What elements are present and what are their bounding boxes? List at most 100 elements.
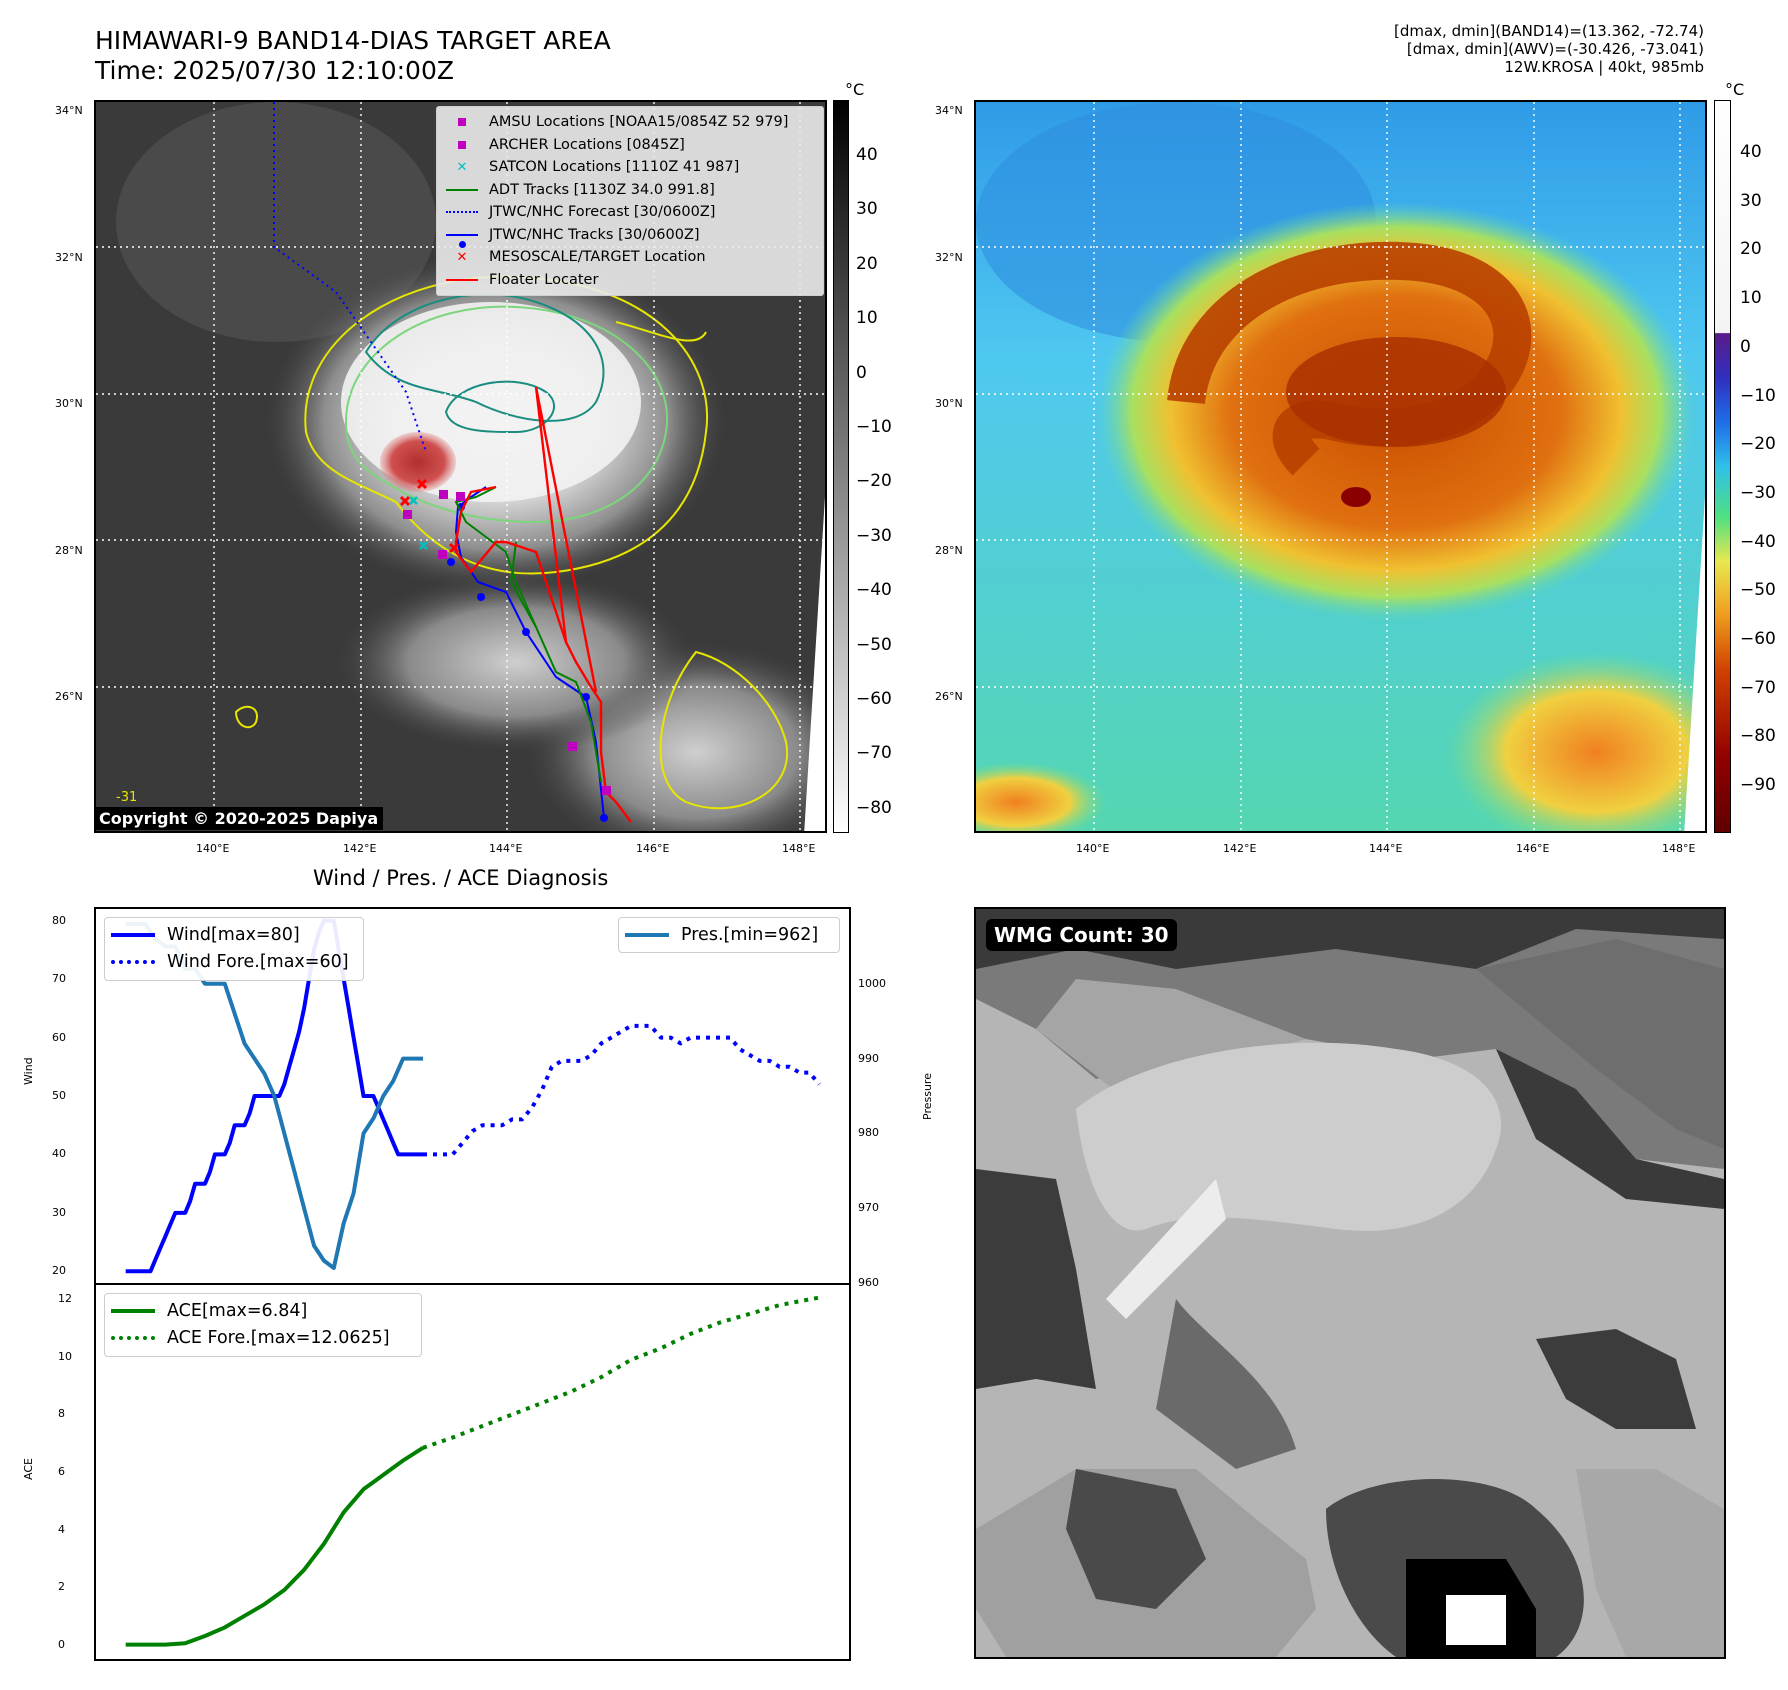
ace-tick: 2 (58, 1580, 65, 1594)
legend-item-floater: Floater Locater (443, 269, 817, 292)
wmg-count-badge: WMG Count: 30 (986, 919, 1177, 951)
main-title: HIMAWARI-9 BAND14-DIAS TARGET AREA (95, 26, 611, 55)
legend-item-satcon: ✕ SATCON Locations [1110Z 41 987] (456, 159, 740, 176)
lon-tick: 146°E (1516, 842, 1550, 855)
colorbar-tick: −50 (1740, 580, 1776, 601)
lon-tick: 144°E (489, 842, 523, 855)
ace-tick: 4 (58, 1522, 65, 1536)
x-marker-icon: ✕ (456, 249, 468, 265)
line-marker-icon (446, 188, 478, 191)
contour-teal (364, 293, 605, 422)
copyright-badge: Copyright © 2020-2025 Dapiya (96, 807, 384, 830)
colorbar-tick: −10 (856, 417, 892, 437)
colorbar-tick: 20 (856, 253, 878, 274)
cloud-band-south (336, 572, 696, 752)
pressure-tick: 960 (858, 1276, 879, 1289)
colorbar-tick: −80 (1740, 726, 1776, 747)
lat-tick: 26°N (935, 690, 963, 703)
pressure-tick: 990 (858, 1051, 879, 1065)
amsu-archer-points (403, 490, 611, 795)
ace-tick: 10 (58, 1349, 72, 1363)
hot-tower (380, 432, 456, 492)
lat-tick: 34°N (55, 104, 83, 117)
colorbar-tick: 40 (856, 145, 878, 165)
no-data-wedge (804, 496, 825, 831)
colorbar-tick: −40 (856, 580, 892, 601)
bt-map-panel: -31 Copyright © 2020-2025 Dapiya AMSU Lo… (94, 100, 827, 833)
colorbar-tick: −80 (856, 797, 892, 818)
wmg-region-nw (1036, 979, 1306, 1099)
lon-tick: 148°E (782, 842, 816, 855)
hot-spot (1341, 487, 1371, 507)
legend-item-mesoscale: ✕ MESOSCALE/TARGET Location (456, 249, 706, 266)
wind-tick: 40 (52, 1147, 66, 1161)
pressure-legend: Pres.[min=962] (618, 917, 840, 953)
wmg-panel: WMG Count: 30 (974, 907, 1726, 1659)
colorbar-tick: −70 (1740, 677, 1776, 698)
southwest-band (976, 762, 1106, 831)
adt-track (454, 486, 602, 783)
colorbar-tick: 0 (856, 362, 867, 383)
dotted-line-icon (446, 211, 478, 214)
contour-label: -31 (116, 790, 138, 805)
colorbar-tick: −60 (856, 689, 892, 709)
ace-axis-label: ACE (22, 1458, 35, 1480)
pressure-axis-label: Pressure (921, 1073, 934, 1120)
lat-tick: 32°N (935, 251, 963, 264)
ace-series-line (125, 1446, 425, 1647)
dotted-line-icon (111, 1335, 155, 1340)
wmg-region-cloud-core (1076, 1042, 1502, 1231)
lon-tick: 140°E (1076, 842, 1110, 855)
line-dot-icon (446, 233, 478, 236)
info-line-awv: [dmax, dmin](AWV)=(-30.426, -73.041) (1406, 40, 1704, 58)
legend-item-adt: ADT Tracks [1130Z 34.0 991.8] (443, 179, 817, 202)
lon-tick: 148°E (1662, 842, 1696, 855)
ace-panel: ACE[max=6.84] ACE Fore.[max=12.0625] (94, 1283, 851, 1661)
adt-track-branch (509, 541, 537, 628)
lon-tick: 144°E (1369, 842, 1403, 855)
solid-line-icon (111, 932, 155, 937)
wind-tick: 70 (52, 972, 66, 986)
pressure-tick: 970 (858, 1201, 879, 1215)
wind-pressure-panel: Wind[max=80] Wind Fore.[max=60] Pres.[mi… (94, 907, 851, 1285)
map-legend: AMSU Locations [NOAA15/0854Z 52 979] ARC… (436, 106, 824, 296)
contour-yellow-ne (615, 321, 707, 342)
solid-line-icon (625, 932, 669, 937)
legend-item-ace-fore: ACE Fore.[max=12.0625] (111, 1324, 415, 1351)
ace-tick: 12 (58, 1292, 72, 1306)
legend-item-wind-fore: Wind Fore.[max=60] (111, 948, 357, 975)
wmg-bright-streak (1106, 1179, 1226, 1319)
colorbar-tick: −20 (856, 471, 892, 492)
wind-tick: 20 (52, 1264, 66, 1278)
pressure-tick: 980 (858, 1126, 879, 1140)
wmg-region-dark-ne (1496, 1049, 1724, 1209)
awv-map-panel (974, 100, 1707, 833)
contour-teal-inner (444, 380, 556, 434)
ace-forecast-series-line (422, 1295, 820, 1450)
colorbar-tick: −30 (856, 525, 892, 546)
ace-tick: 8 (58, 1407, 65, 1421)
legend-item-ace: ACE[max=6.84] (111, 1297, 415, 1324)
legend-item-forecast: JTWC/NHC Forecast [30/0600Z] (443, 201, 817, 224)
info-line-bt: [dmax, dmin](BAND14)=(13.362, -72.74) (1393, 22, 1704, 40)
wind-forecast-series-line (423, 1023, 821, 1157)
legend-item-jtwc-tracks: JTWC/NHC Tracks [30/0600Z] (443, 224, 817, 248)
colorbar-tick: 10 (1740, 288, 1762, 309)
wmg-region-ne (1476, 939, 1724, 1149)
colorbar-tick: −30 (1740, 482, 1776, 503)
colorbar-tick: −70 (856, 743, 892, 764)
colorbar-tick: −20 (1740, 434, 1776, 455)
legend-item-archer: ARCHER Locations [0845Z] (443, 134, 817, 157)
colorbar-tick: −10 (1740, 385, 1776, 406)
wmg-region-dark-center (1156, 1299, 1296, 1469)
wmg-region-dark-east (1536, 1329, 1696, 1429)
diagnosis-title: Wind / Pres. / ACE Diagnosis (313, 866, 609, 890)
cloud-texture (116, 102, 436, 342)
lon-tick: 140°E (196, 842, 230, 855)
awv-colorbar-unit: °C (1725, 80, 1745, 99)
wind-legend: Wind[max=80] Wind Fore.[max=60] (104, 917, 364, 981)
wmg-image (976, 909, 1724, 1657)
colorbar-tick: −60 (1740, 629, 1776, 649)
x-marker-icon: ✕ (456, 159, 468, 175)
line-marker-icon (446, 278, 478, 281)
